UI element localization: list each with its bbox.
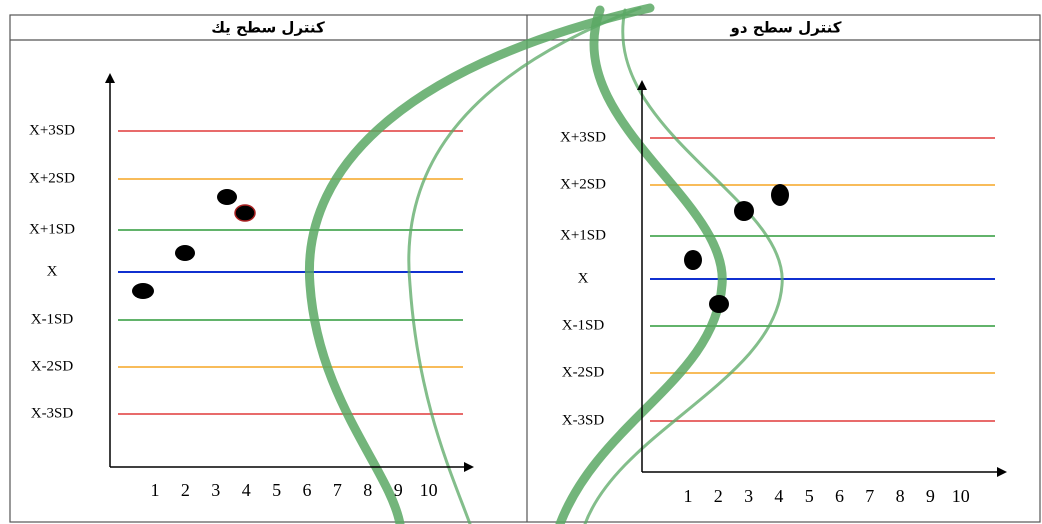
point	[684, 250, 702, 270]
thick-curve-left	[304, 3, 655, 524]
level-label: X+2SD	[29, 170, 75, 186]
level-label: X+1SD	[29, 221, 75, 237]
x-label: 7	[333, 480, 342, 500]
point	[709, 295, 729, 313]
level-label: X+3SD	[29, 122, 75, 138]
level-label: X-3SD	[562, 412, 605, 428]
level-label: X	[47, 263, 58, 279]
thick-curve-right	[555, 5, 727, 524]
x-label: 10	[952, 486, 970, 506]
x-label: 9	[394, 480, 403, 500]
x-label: 6	[835, 486, 844, 506]
x-label: 5	[805, 486, 814, 506]
x-label: 4	[774, 486, 783, 506]
thin-curve-left	[407, 6, 642, 524]
x-label: 1	[151, 480, 160, 500]
point	[234, 204, 256, 222]
x-label: 7	[865, 486, 874, 506]
x-label: 2	[181, 480, 190, 500]
point	[132, 283, 154, 299]
level-label: X+3SD	[560, 129, 606, 145]
level-label: X+2SD	[560, 176, 606, 192]
thin-curve-right	[583, 8, 784, 524]
point	[217, 189, 237, 205]
x-label: 3	[211, 480, 220, 500]
points	[132, 184, 789, 313]
x-label: 1	[684, 486, 693, 506]
x-label: 10	[420, 480, 438, 500]
frame	[9, 14, 1041, 523]
level-label: X+1SD	[560, 227, 606, 243]
point	[175, 245, 195, 261]
level-label: X-1SD	[562, 317, 605, 333]
x-label: 6	[303, 480, 312, 500]
level-label: X-2SD	[562, 364, 605, 380]
point	[771, 184, 789, 206]
x-label: 5	[272, 480, 281, 500]
x-label: 9	[926, 486, 935, 506]
level-label: X-1SD	[31, 311, 74, 327]
x-label: 8	[363, 480, 372, 500]
level-label: X	[578, 270, 589, 286]
level-label: X-2SD	[31, 358, 74, 374]
point	[734, 201, 754, 221]
x-label: 2	[714, 486, 723, 506]
panel-title: كنترل سطح دو	[730, 19, 842, 37]
x-label: 3	[744, 486, 753, 506]
curves	[304, 3, 784, 524]
x-label: 4	[242, 480, 251, 500]
panel-title: كنترل سطح يك	[211, 19, 325, 37]
x-label: 8	[896, 486, 905, 506]
level-label: X-3SD	[31, 405, 74, 421]
